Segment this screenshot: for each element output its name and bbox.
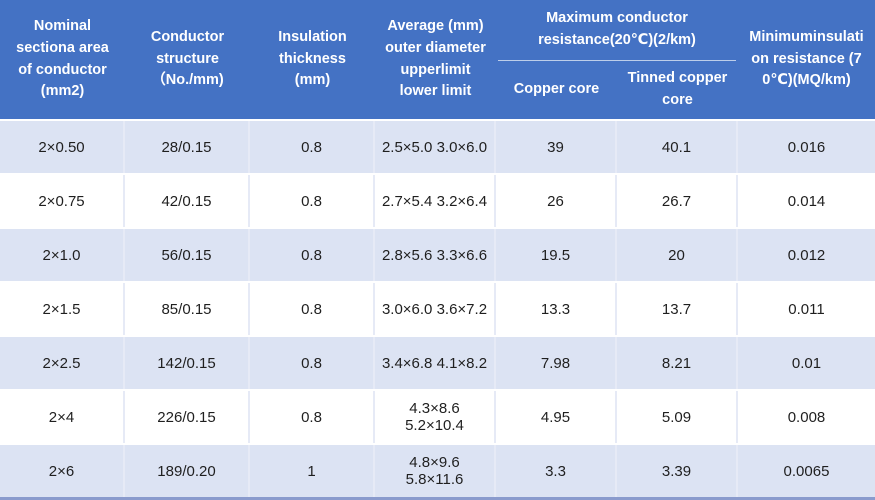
table-cell: 2×6 bbox=[0, 445, 125, 497]
table-cell: 20 bbox=[617, 229, 738, 281]
table-cell: 2×0.50 bbox=[0, 121, 125, 173]
table-cell: 2.7×5.4 3.2×6.4 bbox=[375, 175, 496, 227]
table-cell: 13.3 bbox=[496, 283, 617, 335]
table-cell: 26.7 bbox=[617, 175, 738, 227]
table-cell: 0.01 bbox=[791, 354, 822, 372]
table-row: 2×6 189/0.20 1 4.8×9.6 5.8×11.6 3.3 3.39… bbox=[0, 445, 875, 497]
header-tinned-copper-core: Tinned copper core bbox=[627, 70, 728, 109]
table-cell: 0.014 bbox=[787, 192, 826, 210]
table-body: 2×0.50 28/0.15 0.8 2.5×5.0 3.0×6.0 39 40… bbox=[0, 121, 875, 497]
table-cell: 0.0065 bbox=[783, 462, 830, 480]
table-cell: 85/0.15 bbox=[125, 283, 250, 335]
table-cell: 2.5×5.0 3.0×6.0 bbox=[375, 121, 496, 173]
table-cell: 28/0.15 bbox=[125, 121, 250, 173]
table-cell: 189/0.20 bbox=[125, 445, 250, 497]
table-cell: 0.8 bbox=[250, 337, 375, 389]
table-row: 2×0.50 28/0.15 0.8 2.5×5.0 3.0×6.0 39 40… bbox=[0, 121, 875, 175]
table-cell: 0.012 bbox=[787, 246, 826, 264]
table-cell: 3.0×6.0 3.6×7.2 bbox=[375, 283, 496, 335]
table-row: 2×2.5 142/0.15 0.8 3.4×6.8 4.1×8.2 7.98 … bbox=[0, 337, 875, 391]
table-cell: 4.8×9.6 5.8×11.6 bbox=[375, 445, 496, 497]
table-cell: 0.8 bbox=[250, 283, 375, 335]
table-cell: 0.016 bbox=[787, 138, 826, 156]
table-cell: 39 bbox=[496, 121, 617, 173]
table-cell: 7.98 bbox=[496, 337, 617, 389]
table-cell: 26 bbox=[496, 175, 617, 227]
table-cell: 142/0.15 bbox=[125, 337, 250, 389]
table-cell: 0.008 bbox=[787, 408, 826, 426]
table-cell: 40.1 bbox=[617, 121, 738, 173]
table-cell: 42/0.15 bbox=[125, 175, 250, 227]
table-cell: 3.39 bbox=[617, 445, 738, 497]
table-cell: 8.21 bbox=[617, 337, 738, 389]
table-cell: 19.5 bbox=[496, 229, 617, 281]
table-cell: 3.3 bbox=[496, 445, 617, 497]
header-max-resistance-title: Maximum conductor resistance(20℃)(2/km) bbox=[538, 10, 696, 49]
header-conductor-structure: Conductor structure （No./mm) bbox=[150, 28, 225, 89]
table-cell: 0.8 bbox=[250, 391, 375, 443]
table-cell: 0.8 bbox=[250, 229, 375, 281]
table-bottom-border bbox=[0, 497, 875, 500]
table-row: 2×0.75 42/0.15 0.8 2.7×5.4 3.2×6.4 26 26… bbox=[0, 175, 875, 229]
table-cell: 2×4 bbox=[0, 391, 125, 443]
header-insulation-thickness: Insulation thickness (mm) bbox=[278, 28, 347, 89]
table-cell: 1 bbox=[250, 445, 375, 497]
table-cell: 13.7 bbox=[617, 283, 738, 335]
table-cell: 0.8 bbox=[250, 121, 375, 173]
table-cell: 2×0.75 bbox=[0, 175, 125, 227]
table-cell: 4.3×8.6 5.2×10.4 bbox=[375, 391, 496, 443]
table-cell: 2×1.0 bbox=[0, 229, 125, 281]
table-cell: 56/0.15 bbox=[125, 229, 250, 281]
header-max-resistance-group: Maximum conductor resistance(20℃)(2/km) … bbox=[496, 0, 738, 119]
table-cell: 2×2.5 bbox=[0, 337, 125, 389]
table-cell: 5.09 bbox=[617, 391, 738, 443]
header-subheader-row: Copper core Tinned copper core bbox=[496, 61, 738, 119]
table-cell: 3.4×6.8 4.1×8.2 bbox=[375, 337, 496, 389]
table-cell: 4.95 bbox=[496, 391, 617, 443]
header-nominal-area: Nominal sectiona area of conductor (mm2) bbox=[16, 18, 109, 100]
header-min-insulation: Minimuminsulation resistance (70℃)(MQ/km… bbox=[749, 28, 864, 89]
table-cell: 2.8×5.6 3.3×6.6 bbox=[375, 229, 496, 281]
header-avg-outer-diameter: Average (mm) outer diameter upperlimit l… bbox=[385, 18, 486, 100]
table-cell: 0.011 bbox=[788, 300, 825, 318]
table-cell: 226/0.15 bbox=[125, 391, 250, 443]
table-row: 2×1.0 56/0.15 0.8 2.8×5.6 3.3×6.6 19.5 2… bbox=[0, 229, 875, 283]
table-row: 2×1.5 85/0.15 0.8 3.0×6.0 3.6×7.2 13.3 1… bbox=[0, 283, 875, 337]
table-header-row: Nominal sectiona area of conductor (mm2)… bbox=[0, 0, 875, 121]
header-copper-core: Copper core bbox=[513, 81, 600, 98]
header-group-divider bbox=[498, 60, 736, 62]
table-cell: 0.8 bbox=[250, 175, 375, 227]
table-cell: 2×1.5 bbox=[0, 283, 125, 335]
table-row: 2×4 226/0.15 0.8 4.3×8.6 5.2×10.4 4.95 5… bbox=[0, 391, 875, 445]
